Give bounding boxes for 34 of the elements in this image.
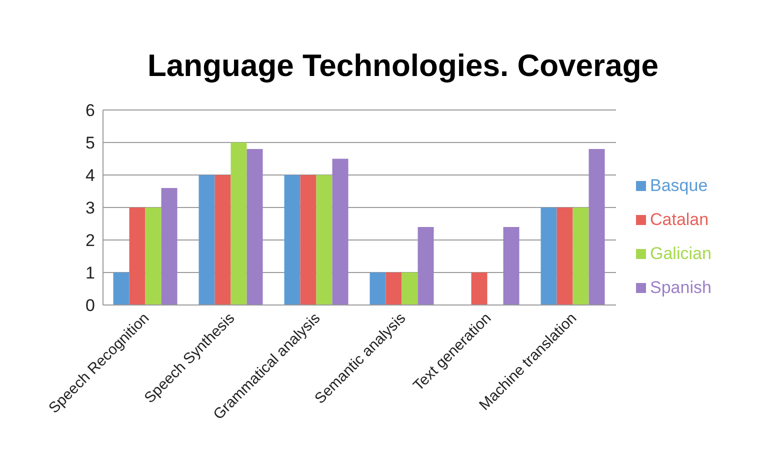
bar <box>316 175 332 305</box>
bar <box>284 175 300 305</box>
bar <box>572 208 589 305</box>
bar <box>145 208 162 305</box>
bar <box>332 158 348 305</box>
bar <box>402 272 418 305</box>
legend-label: Basque <box>650 176 708 194</box>
bar <box>300 175 316 305</box>
bar <box>129 208 146 305</box>
bar <box>246 149 263 305</box>
bar <box>214 175 231 305</box>
legend-label: Galician <box>650 244 712 262</box>
bar <box>556 208 573 305</box>
bar <box>230 142 247 305</box>
y-tick-label: 6 <box>86 101 95 120</box>
bar <box>540 208 557 305</box>
bar <box>471 272 488 305</box>
legend-label: Spanish <box>650 278 712 296</box>
bar <box>386 272 402 305</box>
y-tick-label: 2 <box>86 231 95 250</box>
y-tick-label: 5 <box>86 134 95 153</box>
y-tick-label: 1 <box>86 264 95 283</box>
bar <box>503 227 520 305</box>
bar <box>588 149 605 305</box>
bar <box>418 227 434 305</box>
chart-title: Language Technologies. Coverage <box>146 48 660 84</box>
bar <box>161 188 178 305</box>
y-tick-label: 3 <box>86 198 95 218</box>
y-tick-label: 0 <box>86 296 95 316</box>
bar <box>113 272 130 305</box>
y-tick-label: 4 <box>86 166 95 186</box>
bar <box>198 175 215 305</box>
bar <box>370 272 386 305</box>
legend-label: Catalan <box>650 210 709 228</box>
